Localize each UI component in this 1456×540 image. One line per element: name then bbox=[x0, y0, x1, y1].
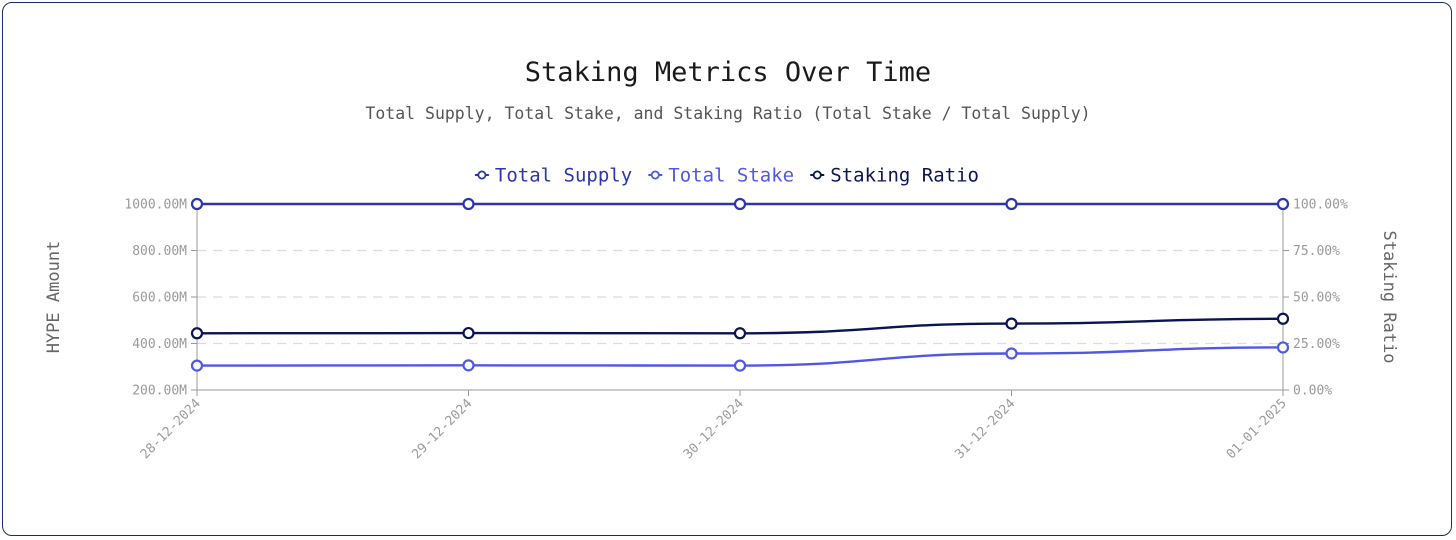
legend[interactable]: Total Supply Total Stake Staking Ratio bbox=[474, 165, 979, 187]
y-right-tick-label: 25.00% bbox=[1293, 337, 1340, 352]
y-left-tick-label: 1000.00M bbox=[124, 198, 187, 213]
data-point[interactable] bbox=[190, 359, 204, 372]
data-point[interactable] bbox=[733, 197, 747, 211]
data-point[interactable] bbox=[462, 359, 475, 372]
legend-item-staking-ratio[interactable]: Staking Ratio bbox=[810, 165, 979, 187]
legend-item-total-stake[interactable]: Total Stake bbox=[648, 165, 794, 187]
data-point[interactable] bbox=[190, 197, 204, 211]
y-left-tick-label: 600.00M bbox=[132, 291, 187, 306]
y-left-tick-label: 400.00M bbox=[132, 337, 187, 352]
legend-marker-icon bbox=[477, 170, 487, 180]
data-point[interactable] bbox=[190, 327, 204, 340]
data-point[interactable] bbox=[462, 326, 475, 340]
x-tick-label: 28-12-2024 bbox=[138, 396, 204, 462]
x-tick-label: 31-12-2024 bbox=[952, 396, 1018, 462]
chart-subtitle: Total Supply, Total Stake, and Staking R… bbox=[365, 104, 1090, 123]
data-point[interactable] bbox=[1276, 197, 1290, 211]
x-tick-label: 29-12-2024 bbox=[409, 396, 475, 462]
data-point[interactable] bbox=[1276, 312, 1290, 325]
y-left-tick-label: 200.00M bbox=[132, 384, 187, 399]
y-left-tick-label: 800.00M bbox=[132, 244, 187, 259]
data-point[interactable] bbox=[733, 327, 747, 340]
y-right-tick-label: 100.00% bbox=[1293, 198, 1348, 213]
legend-marker-icon bbox=[650, 170, 660, 180]
legend-label: Staking Ratio bbox=[830, 165, 979, 187]
data-point[interactable] bbox=[1005, 317, 1018, 330]
data-point[interactable] bbox=[733, 359, 747, 372]
legend-marker-icon bbox=[812, 170, 822, 180]
series-lines bbox=[196, 202, 1284, 367]
x-tick-label: 01-01-2025 bbox=[1224, 396, 1290, 462]
y-right-axis-title: Staking Ratio bbox=[1379, 230, 1399, 363]
legend-label: Total Stake bbox=[668, 165, 794, 187]
data-point[interactable] bbox=[462, 197, 475, 211]
data-point[interactable] bbox=[1005, 197, 1018, 211]
data-point[interactable] bbox=[1276, 341, 1290, 354]
series-points bbox=[190, 197, 1290, 372]
legend-label: Total Supply bbox=[495, 165, 632, 187]
y-right-tick-label: 0.00% bbox=[1293, 384, 1332, 399]
x-tick-label: 30-12-2024 bbox=[681, 396, 747, 462]
y-right-tick-label: 50.00% bbox=[1293, 291, 1340, 306]
y-right-tick-label: 75.00% bbox=[1293, 244, 1340, 259]
data-point[interactable] bbox=[1005, 347, 1018, 360]
chart-title: Staking Metrics Over Time bbox=[525, 57, 931, 88]
legend-item-total-supply[interactable]: Total Supply bbox=[474, 165, 632, 187]
grid-lines bbox=[197, 249, 1283, 345]
y-left-axis-title: HYPE Amount bbox=[44, 241, 64, 354]
